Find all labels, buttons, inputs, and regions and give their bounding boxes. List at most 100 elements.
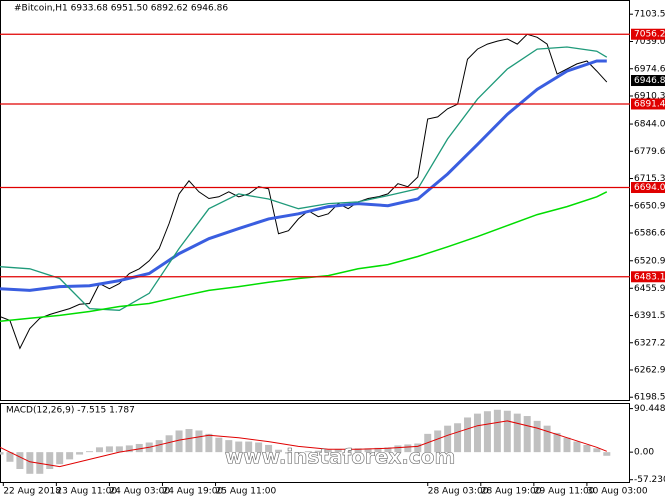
macd-bar — [95, 447, 103, 453]
x-tick-label: 24 Aug 19:00 — [162, 487, 223, 497]
macd-bar — [284, 452, 292, 454]
current-price-label: 6946.86 — [634, 76, 665, 86]
macd-bar — [543, 425, 551, 453]
chart-title: #Bitcoin,H1 6933.68 6951.50 6892.62 6946… — [14, 4, 228, 14]
macd-bar — [384, 447, 392, 453]
y-tick-label: 6910.30 — [634, 91, 665, 101]
y-tick-label: 0.00 — [634, 448, 654, 458]
macd-bar — [583, 444, 591, 453]
macd-bar — [245, 441, 253, 453]
macd-bar — [6, 452, 14, 462]
y-tick-label: 6520.95 — [634, 256, 665, 266]
macd-bar — [573, 441, 581, 453]
y-tick-label: 6650.95 — [634, 201, 665, 211]
macd-bar — [225, 440, 233, 453]
macd-bar — [185, 429, 193, 453]
macd-bar — [503, 410, 511, 453]
y-tick-label: -57.230 — [634, 475, 665, 485]
level-label-box — [631, 28, 665, 40]
macd-bar — [483, 411, 491, 453]
macd-bar — [444, 425, 452, 453]
macd-bar — [265, 444, 273, 453]
macd-bar — [603, 452, 611, 456]
macd-bar — [324, 449, 332, 453]
macd-bar — [76, 452, 84, 455]
macd-bar — [205, 433, 213, 453]
macd-bar — [523, 416, 531, 453]
macd-bar — [46, 452, 54, 469]
macd-bar — [175, 430, 183, 453]
macd-bar — [165, 435, 173, 453]
macd-bar — [374, 447, 382, 453]
macd-bar — [404, 444, 412, 453]
y-tick-label: 6391.50 — [634, 311, 665, 321]
x-tick-label: 29 Aug 11:00 — [534, 487, 595, 497]
macd-bar — [66, 452, 74, 460]
macd-bar — [364, 448, 372, 453]
y-tick-label: 6327.25 — [634, 338, 665, 348]
price-panel — [0, 0, 630, 401]
y-tick-label: 6844.00 — [634, 120, 665, 130]
y-tick-label: 6779.65 — [634, 147, 665, 157]
level-label-box — [631, 182, 665, 194]
macd-bar — [344, 449, 352, 453]
macd-bar — [354, 448, 362, 453]
macd-bar — [334, 449, 342, 453]
level-label-box — [631, 98, 665, 110]
macd-bar — [26, 452, 34, 474]
macd-bar — [105, 446, 113, 453]
level-label: 6483.14 — [634, 272, 665, 282]
current-price-box — [631, 75, 665, 87]
macd-bar — [0, 452, 4, 455]
macd-bar — [553, 432, 561, 453]
x-tick-label: 23 Aug 11:00 — [56, 487, 117, 497]
macd-bar — [215, 437, 223, 453]
macd-bar — [314, 450, 322, 453]
watermark: www.instaforex.com — [225, 445, 456, 469]
macd-bar — [533, 420, 541, 453]
macd-panel — [0, 403, 630, 483]
macd-bar — [513, 413, 521, 453]
y-tick-label: 7103.55 — [634, 10, 665, 20]
macd-bar — [493, 409, 501, 453]
macd-bar — [235, 441, 243, 453]
level-label-box — [631, 271, 665, 283]
macd-bar — [155, 440, 163, 453]
signal-line — [0, 420, 607, 468]
macd-bar — [135, 443, 143, 453]
y-tick-label: 6974.65 — [634, 64, 665, 74]
macd-bar — [16, 452, 24, 469]
macd-bar — [125, 445, 133, 453]
plot-layer: 7103.55 7039.00 6974.65 6910.30 6844.00 6779.… — [0, 10, 665, 497]
y-tick-label: 90.448 — [634, 404, 665, 414]
macd-title: MACD(12,26,9) -7.515 1.787 — [6, 406, 135, 416]
macd-bar — [195, 430, 203, 453]
macd-bar — [275, 449, 283, 453]
x-tick-label: 30 Aug 03:00 — [587, 487, 648, 497]
y-tick-label: 6586.60 — [634, 228, 665, 238]
macd-bar — [593, 448, 601, 453]
macd-bar — [414, 443, 422, 453]
macd-bar — [454, 423, 462, 453]
macd-bar — [394, 445, 402, 453]
level-label: 6694.06 — [634, 183, 665, 193]
x-tick-label: 25 Aug 11:00 — [216, 487, 277, 497]
macd-bar — [115, 446, 123, 453]
y-tick-label: 6198.55 — [634, 393, 665, 403]
y-tick-label: 7039.00 — [634, 37, 665, 47]
x-tick-label: 28 Aug 03:00 — [428, 487, 489, 497]
x-tick-label: 24 Aug 03:00 — [109, 487, 170, 497]
x-tick-label: 22 Aug 2018 — [3, 487, 61, 497]
moving-average — [0, 59, 607, 292]
macd-bar — [294, 452, 302, 454]
x-tick-label: 28 Aug 19:00 — [481, 487, 542, 497]
y-tick-label: 6262.90 — [634, 365, 665, 375]
y-tick-label: 6455.95 — [634, 284, 665, 294]
macd-bar — [56, 452, 64, 465]
macd-bar — [464, 417, 472, 453]
level-label: 7056.20 — [634, 30, 665, 40]
macd-bar — [304, 451, 312, 453]
macd-bar — [473, 413, 481, 453]
